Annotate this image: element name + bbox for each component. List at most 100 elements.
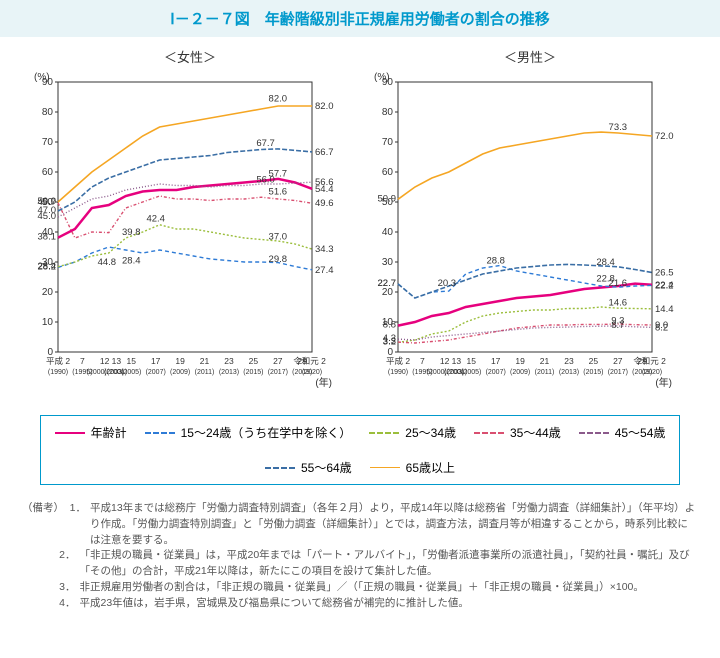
svg-text:90: 90 xyxy=(382,77,394,88)
svg-text:15: 15 xyxy=(467,356,477,366)
svg-text:(2005): (2005) xyxy=(121,369,141,376)
legend-swatch-icon xyxy=(370,467,400,468)
notes-text: 平成13年までは総務庁「労働力調査特別調査」（各年２月）より，平成14年以降は総… xyxy=(90,501,698,548)
svg-text:(2007): (2007) xyxy=(486,369,506,376)
svg-text:60: 60 xyxy=(382,167,394,178)
svg-text:平成 2: 平成 2 xyxy=(46,356,70,366)
legend-label: 65歳以上 xyxy=(406,459,455,476)
legend-item-age15_24: 15～24歳（うち在学中を除く） xyxy=(145,424,352,441)
svg-text:(2009): (2009) xyxy=(510,369,530,376)
svg-text:51.6: 51.6 xyxy=(269,187,288,198)
svg-text:25: 25 xyxy=(589,356,599,366)
legend-item-age35_44: 35～44歳 xyxy=(474,424,561,441)
svg-text:27: 27 xyxy=(273,356,283,366)
legend-swatch-icon xyxy=(55,432,85,434)
svg-text:令和元 2: 令和元 2 xyxy=(293,356,326,366)
svg-text:23: 23 xyxy=(564,356,574,366)
svg-text:39.8: 39.8 xyxy=(122,227,141,238)
svg-text:34.3: 34.3 xyxy=(315,244,334,255)
svg-text:(2013): (2013) xyxy=(219,369,239,376)
notes-num: 1． xyxy=(68,501,86,548)
svg-text:54.4: 54.4 xyxy=(315,184,334,195)
svg-text:25: 25 xyxy=(249,356,259,366)
svg-text:14.6: 14.6 xyxy=(609,298,628,309)
svg-text:(年): (年) xyxy=(315,376,332,389)
svg-text:56.0: 56.0 xyxy=(256,175,275,186)
legend-label: 55～64歳 xyxy=(301,459,352,476)
legend-label: 15～24歳（うち在学中を除く） xyxy=(181,424,352,441)
svg-text:22.7: 22.7 xyxy=(378,278,397,289)
legend-item-age65: 65歳以上 xyxy=(370,459,455,476)
svg-text:(2015): (2015) xyxy=(243,369,263,376)
legend-label: 25～34歳 xyxy=(405,424,456,441)
subtitle-male: ＜男性＞ xyxy=(360,47,700,66)
svg-text:(年): (年) xyxy=(655,376,672,389)
svg-text:28.4: 28.4 xyxy=(596,257,615,268)
legend-item-age25_34: 25～34歳 xyxy=(369,424,456,441)
svg-text:42.4: 42.4 xyxy=(146,214,165,225)
svg-text:17: 17 xyxy=(491,356,501,366)
legend-label: 年齢計 xyxy=(91,424,127,441)
legend-swatch-icon xyxy=(145,432,175,434)
svg-text:37.0: 37.0 xyxy=(269,232,288,243)
svg-text:72.0: 72.0 xyxy=(655,131,674,142)
legend: 年齢計 15～24歳（うち在学中を除く） 25～34歳 35～44歳 45～54… xyxy=(40,415,680,485)
page-title: Ⅰ－２－７図 年齢階級別非正規雇用労働者の割合の推移 xyxy=(0,0,720,37)
svg-text:26.5: 26.5 xyxy=(655,268,674,279)
svg-text:(2017): (2017) xyxy=(608,369,628,376)
svg-text:66.7: 66.7 xyxy=(315,147,334,158)
chart-male: ＜男性＞ (%)0102030405060708090平成 2712 13151… xyxy=(360,47,700,400)
svg-text:(2009): (2009) xyxy=(170,369,190,376)
svg-text:(1990): (1990) xyxy=(388,369,408,376)
svg-text:21.6: 21.6 xyxy=(609,278,628,289)
notes-label xyxy=(22,596,54,612)
legend-swatch-icon xyxy=(265,467,295,469)
svg-text:(1990): (1990) xyxy=(48,369,68,376)
svg-text:30: 30 xyxy=(382,257,394,268)
notes-label xyxy=(22,548,54,580)
svg-text:28.8: 28.8 xyxy=(486,256,505,267)
svg-text:17: 17 xyxy=(151,356,161,366)
svg-text:12 13: 12 13 xyxy=(440,356,462,366)
notes-label xyxy=(22,580,54,596)
note-row: （備考） 1． 平成13年までは総務庁「労働力調査特別調査」（各年２月）より，平… xyxy=(22,501,698,548)
svg-text:67.7: 67.7 xyxy=(256,138,275,149)
svg-text:49.6: 49.6 xyxy=(315,198,334,209)
svg-text:8.2: 8.2 xyxy=(655,322,668,333)
svg-text:14.4: 14.4 xyxy=(655,304,674,315)
svg-text:平成 2: 平成 2 xyxy=(386,356,410,366)
svg-text:38.1: 38.1 xyxy=(38,232,57,243)
svg-text:21: 21 xyxy=(200,356,210,366)
notes-label: （備考） xyxy=(22,501,64,548)
svg-text:22.2: 22.2 xyxy=(655,280,674,291)
svg-text:(2005): (2005) xyxy=(461,369,481,376)
svg-text:80: 80 xyxy=(382,107,394,118)
note-row: 2． 「非正規の職員・従業員」は，平成20年までは「パート・アルバイト」，「労働… xyxy=(22,548,698,580)
notes-text: 「非正規の職員・従業員」は，平成20年までは「パート・アルバイト」，「労働者派遣… xyxy=(80,548,699,580)
legend-item-age55_64: 55～64歳 xyxy=(265,459,352,476)
svg-text:90: 90 xyxy=(42,77,54,88)
notes-num: 2． xyxy=(58,548,76,580)
legend-item-age45_54: 45～54歳 xyxy=(579,424,666,441)
svg-text:10: 10 xyxy=(42,317,54,328)
chart-female-svg: (%)0102030405060708090平成 2712 1315171921… xyxy=(20,70,350,400)
svg-text:60: 60 xyxy=(42,167,54,178)
legend-item-total: 年齢計 xyxy=(55,424,127,441)
svg-text:(2011): (2011) xyxy=(195,369,215,376)
svg-text:28.4: 28.4 xyxy=(122,256,141,267)
svg-text:28.4: 28.4 xyxy=(38,261,57,272)
svg-text:44.8: 44.8 xyxy=(98,257,117,268)
legend-swatch-icon xyxy=(474,432,504,434)
subtitle-female: ＜女性＞ xyxy=(20,47,360,66)
svg-text:50.0: 50.0 xyxy=(38,196,57,207)
svg-text:15: 15 xyxy=(127,356,137,366)
legend-swatch-icon xyxy=(579,432,609,434)
chart-female: ＜女性＞ (%)0102030405060708090平成 2712 13151… xyxy=(20,47,360,400)
svg-text:(2020): (2020) xyxy=(302,369,322,376)
svg-text:(2011): (2011) xyxy=(535,369,555,376)
chart-male-svg: (%)0102030405060708090平成 2712 1315171921… xyxy=(360,70,690,400)
charts-row: ＜女性＞ (%)0102030405060708090平成 2712 13151… xyxy=(0,37,720,405)
svg-text:40: 40 xyxy=(382,227,394,238)
notes-text: 非正規雇用労働者の割合は，「非正規の職員・従業員」／（「正規の職員・従業員」＋「… xyxy=(80,580,699,596)
svg-text:(2020): (2020) xyxy=(642,369,662,376)
